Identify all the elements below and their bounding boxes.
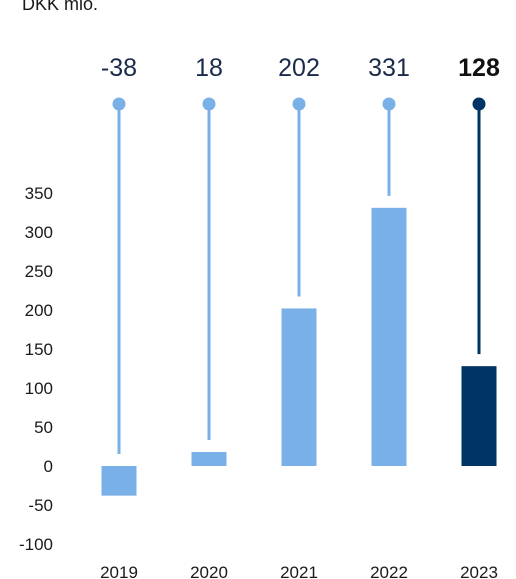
- data-label-2022: 331: [368, 54, 410, 82]
- y-tick-label: 150: [25, 340, 53, 359]
- x-axis-ticks: 2019 2020 2021 2022 2023: [100, 563, 498, 579]
- bar-2020: [191, 451, 227, 466]
- data-labels: -38 18 202 331 128: [101, 54, 500, 82]
- bar-2019: [101, 466, 137, 496]
- bars: [101, 207, 497, 496]
- bar-2022: [371, 207, 407, 466]
- dot-2021: [292, 97, 306, 111]
- data-label-2021: 202: [278, 54, 320, 82]
- y-tick-label: 350: [25, 184, 53, 203]
- x-tick-label-2020: 2020: [190, 563, 228, 579]
- dot-2020: [202, 97, 216, 111]
- label-stems: [117, 104, 481, 454]
- data-label-2019: -38: [101, 54, 137, 82]
- bar-2023: [461, 366, 497, 466]
- x-tick-label-2022: 2022: [370, 563, 408, 579]
- label-dots: [112, 97, 486, 111]
- data-label-2023: 128: [458, 54, 500, 82]
- x-tick-label-2023: 2023: [460, 563, 498, 579]
- x-tick-label-2021: 2021: [280, 563, 318, 579]
- y-tick-label: 50: [34, 418, 53, 437]
- dot-2022: [382, 97, 396, 111]
- y-tick-label: 100: [25, 379, 53, 398]
- y-tick-label: 300: [25, 223, 53, 242]
- bar-2021: [281, 308, 317, 466]
- y-tick-label: 200: [25, 301, 53, 320]
- dot-2019: [112, 97, 126, 111]
- x-tick-label-2019: 2019: [100, 563, 138, 579]
- y-axis-ticks: 350 300 250 200 150 100 50 0 -50 -100: [19, 184, 53, 554]
- data-label-2020: 18: [195, 54, 223, 82]
- unit-label: DKK mio.: [22, 0, 99, 14]
- y-tick-label: 0: [44, 457, 53, 476]
- dot-2023: [472, 97, 486, 111]
- y-tick-label: -100: [19, 535, 53, 554]
- y-tick-label: -50: [28, 496, 53, 515]
- y-tick-label: 250: [25, 262, 53, 281]
